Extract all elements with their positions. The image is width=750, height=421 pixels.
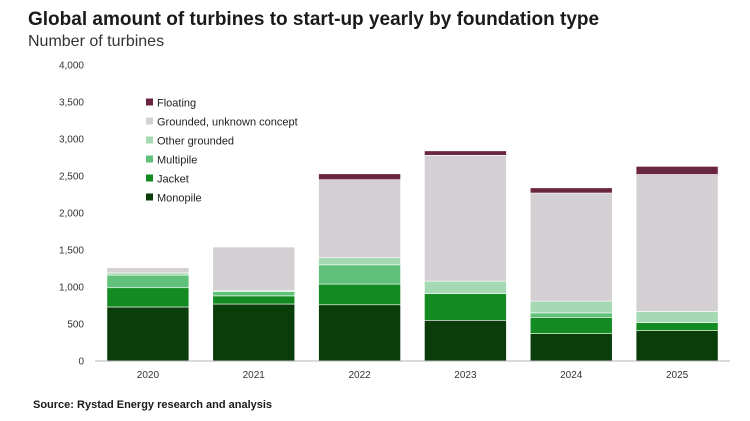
bar-segment-other-grounded-2022 — [318, 257, 401, 266]
bar-segment-jacket-2022 — [318, 283, 401, 306]
legend-swatch — [146, 174, 153, 182]
bar-segment-multipile-2022 — [318, 264, 401, 285]
bar-segment-monopile-2024 — [529, 333, 613, 362]
legend-label: Jacket — [157, 174, 189, 186]
y-tick-label: 2,000 — [59, 209, 84, 220]
bar-segment-jacket-2024 — [529, 317, 613, 334]
bar-segment-grounded-unknown-concept-2021 — [212, 246, 296, 291]
chart-title: Global amount of turbines to start-up ye… — [28, 9, 600, 30]
x-axis: 2020 2021 2022 2023 2024 2025 — [95, 360, 730, 381]
bar-segment-floating-2022 — [318, 173, 401, 180]
chart-subtitle: Number of turbines — [28, 33, 165, 50]
bar-segment-monopile-2020 — [106, 306, 190, 362]
y-tick-label: 500 — [67, 320, 84, 331]
y-tick-label: 1,500 — [59, 246, 84, 257]
bar-segment-grounded-unknown-concept-2025 — [635, 174, 719, 312]
y-tick-label: 0 — [78, 357, 84, 368]
y-tick-label: 3,500 — [59, 98, 84, 109]
legend-label: Grounded, unknown concept — [157, 117, 298, 129]
bar-segment-grounded-unknown-concept-2020 — [106, 267, 190, 274]
bar-segment-other-grounded-2025 — [635, 311, 719, 323]
bar-segment-other-grounded-2024 — [529, 300, 613, 314]
bar-segment-grounded-unknown-concept-2024 — [529, 192, 613, 302]
bar-segment-multipile-2020 — [106, 274, 190, 289]
bar-segment-jacket-2021 — [212, 295, 296, 305]
y-tick-label: 4,000 — [59, 61, 84, 72]
bar-segment-floating-2023 — [424, 150, 507, 156]
bar-segment-jacket-2020 — [106, 287, 190, 308]
legend-swatch — [146, 136, 153, 144]
bar-segment-floating-2025 — [635, 166, 719, 175]
bar-segment-multipile-2024 — [529, 312, 613, 318]
bar-segment-jacket-2025 — [635, 322, 719, 331]
bar-segment-other-grounded-2023 — [424, 280, 507, 294]
bars — [106, 150, 719, 362]
y-axis: 0 500 1,000 1,500 2,000 2,500 3,000 3,500 4,000 — [59, 61, 84, 368]
bar-segment-multipile-2021 — [212, 291, 296, 297]
x-tick-label: 2023 — [454, 370, 477, 381]
y-tick-label: 3,000 — [59, 135, 84, 146]
y-tick-label: 1,000 — [59, 283, 84, 294]
x-tick-label: 2020 — [137, 370, 160, 381]
legend-swatch — [146, 98, 153, 106]
legend-label: Other grounded — [157, 136, 234, 148]
bar-segment-jacket-2023 — [424, 293, 507, 321]
source-note: Source: Rystad Energy research and analy… — [33, 399, 273, 411]
bar-segment-monopile-2023 — [424, 319, 507, 362]
x-tick-label: 2022 — [348, 370, 371, 381]
legend: Floating Grounded, unknown concept Other g… — [146, 98, 298, 205]
bar-segment-grounded-unknown-concept-2023 — [424, 154, 507, 282]
y-tick-label: 2,500 — [59, 172, 84, 183]
bar-segment-grounded-unknown-concept-2022 — [318, 179, 401, 258]
bar-segment-other-grounded-2020 — [106, 272, 190, 276]
bar-segment-monopile-2022 — [318, 304, 401, 362]
x-tick-label: 2021 — [243, 370, 266, 381]
legend-swatch — [146, 155, 153, 163]
legend-label: Floating — [157, 98, 196, 110]
bar-segment-floating-2024 — [529, 187, 613, 194]
x-tick-label: 2025 — [666, 370, 689, 381]
legend-label: Monopile — [157, 193, 202, 205]
bar-segment-monopile-2025 — [635, 330, 719, 362]
x-tick-label: 2024 — [560, 370, 583, 381]
bar-segment-monopile-2021 — [212, 303, 296, 362]
legend-label: Multipile — [157, 155, 197, 167]
legend-swatch — [146, 193, 153, 201]
legend-swatch — [146, 117, 153, 125]
